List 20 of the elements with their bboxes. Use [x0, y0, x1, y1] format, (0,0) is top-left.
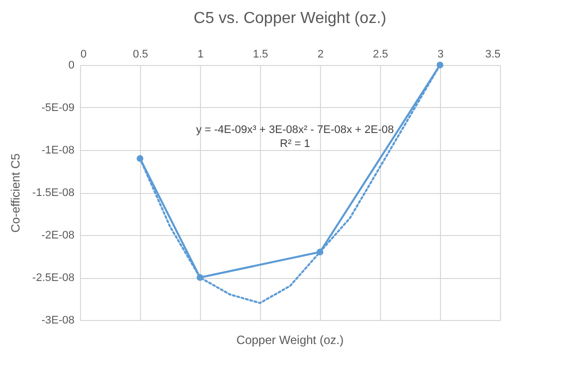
y-tick-label: -1E-08 — [41, 144, 74, 156]
x-tick-label: 2 — [317, 48, 324, 60]
y-axis-title: Co-efficient C5 — [8, 153, 22, 233]
x-tick-label: 0 — [80, 48, 87, 60]
chart-title: C5 vs. Copper Weight (oz.) — [194, 10, 386, 27]
x-tick-label: 3 — [437, 48, 444, 60]
x-axis-title: Copper Weight (oz.) — [236, 333, 344, 347]
x-tick-label: 1 — [197, 48, 204, 60]
y-tick-label: -3E-08 — [41, 314, 74, 326]
y-tick-label: -5E-09 — [41, 102, 74, 114]
y-tick-label: -2E-08 — [41, 230, 74, 242]
y-tick-label: -1.5E-08 — [32, 187, 74, 199]
x-tick-label: 0.5 — [132, 48, 148, 60]
annotation: R² = 1 — [280, 138, 310, 150]
x-tick-label: 2.5 — [372, 48, 388, 60]
x-tick-label: 1.5 — [252, 48, 268, 60]
y-tick-label: -2.5E-08 — [32, 272, 74, 284]
annotation: y = -4E-09x³ + 3E-08x² - 7E-08x + 2E-08 — [196, 124, 394, 136]
x-tick-label: 3.5 — [485, 48, 500, 60]
y-tick-label: 0 — [68, 60, 74, 72]
